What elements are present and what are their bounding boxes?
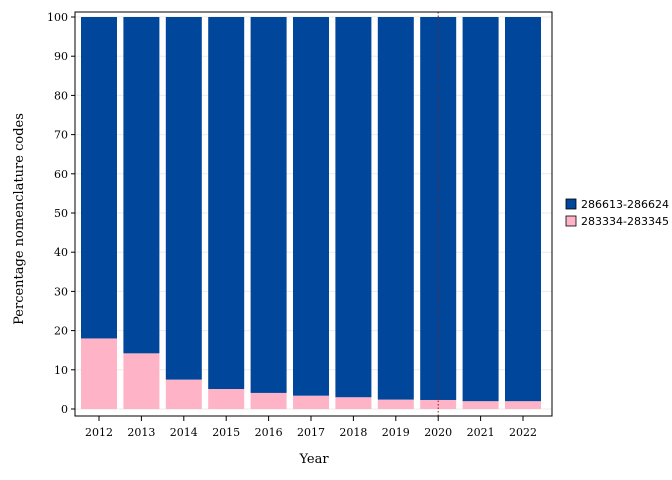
plot-frame [74, 11, 553, 417]
y-tick-label: 30 [54, 285, 68, 298]
bar-segment [250, 17, 287, 393]
bar-segment [123, 17, 160, 354]
y-axis-title: Percentage nomenclature codes [12, 113, 27, 325]
bar-segment [81, 17, 117, 339]
x-tick-label: 2017 [297, 426, 325, 439]
bar-segment [335, 17, 372, 398]
y-tick-label: 70 [54, 129, 68, 142]
y-tick-label: 80 [54, 89, 68, 102]
x-tick-label: 2014 [170, 426, 198, 439]
legend-swatch [565, 198, 577, 210]
y-axis: 0 10 20 30 40 50 60 70 80 90 100 [47, 11, 75, 416]
bar-segment [505, 401, 541, 409]
x-tick-label: 2020 [424, 426, 452, 439]
legend-label: 286613-286624 [581, 198, 669, 211]
bar-segment [208, 17, 245, 390]
y-tick-label: 10 [54, 364, 68, 377]
bar-segment [250, 392, 287, 409]
x-axis: 2012 2013 2014 2015 2016 2017 2018 2019 2020 2021… [85, 416, 537, 439]
x-tick-label: 2022 [509, 426, 537, 439]
x-tick-label: 2012 [85, 426, 113, 439]
bar-segment [462, 401, 499, 409]
y-tick-label: 40 [54, 246, 68, 259]
bar-segment [123, 353, 160, 409]
x-axis-title: Year [298, 452, 329, 467]
bar-segment [81, 338, 117, 409]
x-tick-label: 2019 [382, 426, 410, 439]
legend: 286613-286624 283334-283345 [565, 198, 669, 228]
x-tick-label: 2016 [255, 426, 283, 439]
legend-label: 283334-283345 [581, 215, 669, 228]
bar-segment [293, 395, 329, 409]
bars [81, 17, 541, 409]
bar-segment [505, 17, 541, 402]
y-tick-label: 20 [54, 325, 68, 338]
bar-segment [208, 389, 245, 409]
x-tick-label: 2018 [339, 426, 367, 439]
y-tick-label: 100 [47, 11, 68, 24]
bar-segment [377, 399, 414, 409]
bar-segment [335, 397, 372, 409]
y-tick-label: 60 [54, 168, 68, 181]
y-tick-label: 50 [54, 207, 68, 220]
bar-segment [165, 379, 202, 409]
x-tick-label: 2015 [212, 426, 240, 439]
bar-segment [462, 17, 499, 402]
y-tick-label: 0 [61, 403, 68, 416]
x-tick-label: 2013 [127, 426, 155, 439]
bar-segment [377, 17, 414, 400]
y-tick-label: 90 [54, 50, 68, 63]
bar-segment [165, 17, 202, 380]
legend-swatch [565, 215, 577, 227]
bar-segment [293, 17, 329, 396]
x-tick-label: 2021 [467, 426, 495, 439]
